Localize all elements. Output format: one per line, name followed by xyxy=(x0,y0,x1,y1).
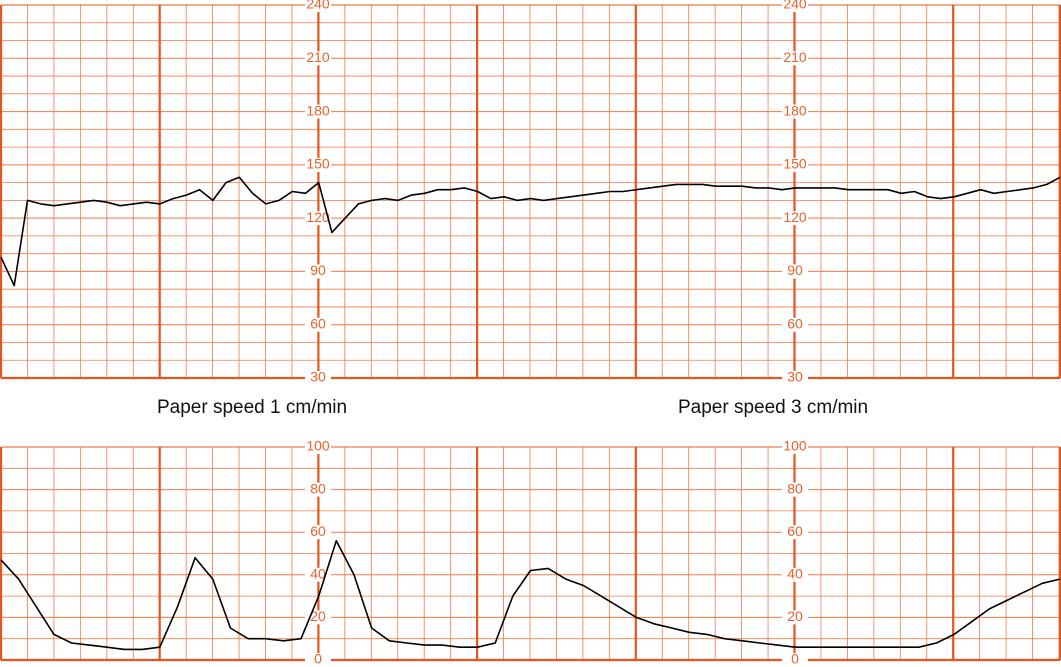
tick-label-bg xyxy=(782,264,808,279)
y-tick-label: 240 xyxy=(306,0,330,12)
y-tick-label: 60 xyxy=(310,523,326,539)
tick-label-bg xyxy=(305,653,331,667)
tick-label-bg xyxy=(305,51,331,66)
tick-label-bg xyxy=(782,211,808,226)
tick-label-bg xyxy=(305,317,331,332)
y-tick-label: 210 xyxy=(783,49,807,65)
annotation: Paper speed 3 cm/min xyxy=(678,397,868,418)
y-tick-label: 80 xyxy=(787,480,803,496)
tick-label-bg xyxy=(782,567,808,582)
y-tick-label: 40 xyxy=(787,566,803,582)
tick-label-bg xyxy=(782,482,808,497)
tick-label-bg xyxy=(782,653,808,667)
tick-label-bg xyxy=(305,211,331,226)
y-tick-label: 180 xyxy=(783,102,807,118)
y-tick-label: 20 xyxy=(310,608,326,624)
y-tick-label: 90 xyxy=(310,262,326,278)
y-tick-label: 0 xyxy=(791,651,799,667)
tick-label-bg xyxy=(782,610,808,625)
y-tick-label: 40 xyxy=(310,566,326,582)
y-tick-label: 120 xyxy=(783,209,807,225)
tick-label-bg xyxy=(305,440,331,454)
trace-line xyxy=(0,176,1061,287)
y-tick-label: 240 xyxy=(783,0,807,12)
y-tick-label: 180 xyxy=(306,102,330,118)
tick-label-bg xyxy=(305,104,331,119)
tick-label-bg xyxy=(305,0,331,12)
tick-label-bg xyxy=(782,0,808,12)
y-tick-label: 60 xyxy=(787,523,803,539)
tick-label-bg xyxy=(782,317,808,332)
y-tick-label: 30 xyxy=(310,369,326,385)
tick-label-bg xyxy=(782,51,808,66)
y-tick-label: 60 xyxy=(310,315,326,331)
tick-label-bg xyxy=(305,482,331,497)
y-tick-label: 120 xyxy=(306,209,330,225)
y-tick-label: 20 xyxy=(787,608,803,624)
y-tick-label: 60 xyxy=(787,315,803,331)
y-tick-label: 210 xyxy=(306,49,330,65)
panel: 30 60 90 120 150 180 210 240 30 60 90 120 150 180 210 2… xyxy=(0,0,1061,385)
tick-label-bg xyxy=(305,525,331,540)
y-tick-label: 30 xyxy=(787,369,803,385)
annotation: Paper speed 1 cm/min xyxy=(157,397,347,418)
panel: 0 20 40 60 80 100 0 20 40 60 80 100 xyxy=(0,438,1061,667)
tick-label-bg xyxy=(782,157,808,172)
y-tick-label: 90 xyxy=(787,262,803,278)
y-tick-label: 100 xyxy=(783,438,807,454)
y-tick-label: 0 xyxy=(314,651,322,667)
tick-label-bg xyxy=(782,440,808,454)
tick-label-bg xyxy=(305,264,331,279)
y-tick-label: 100 xyxy=(306,438,330,454)
tick-label-bg xyxy=(305,371,331,385)
y-tick-label: 150 xyxy=(306,156,330,172)
trace-line xyxy=(0,539,1061,651)
tick-label-bg xyxy=(782,525,808,540)
tick-label-bg xyxy=(305,157,331,172)
tick-label-bg xyxy=(782,104,808,119)
y-tick-label: 150 xyxy=(783,156,807,172)
tick-label-bg xyxy=(782,371,808,385)
y-tick-label: 80 xyxy=(310,480,326,496)
